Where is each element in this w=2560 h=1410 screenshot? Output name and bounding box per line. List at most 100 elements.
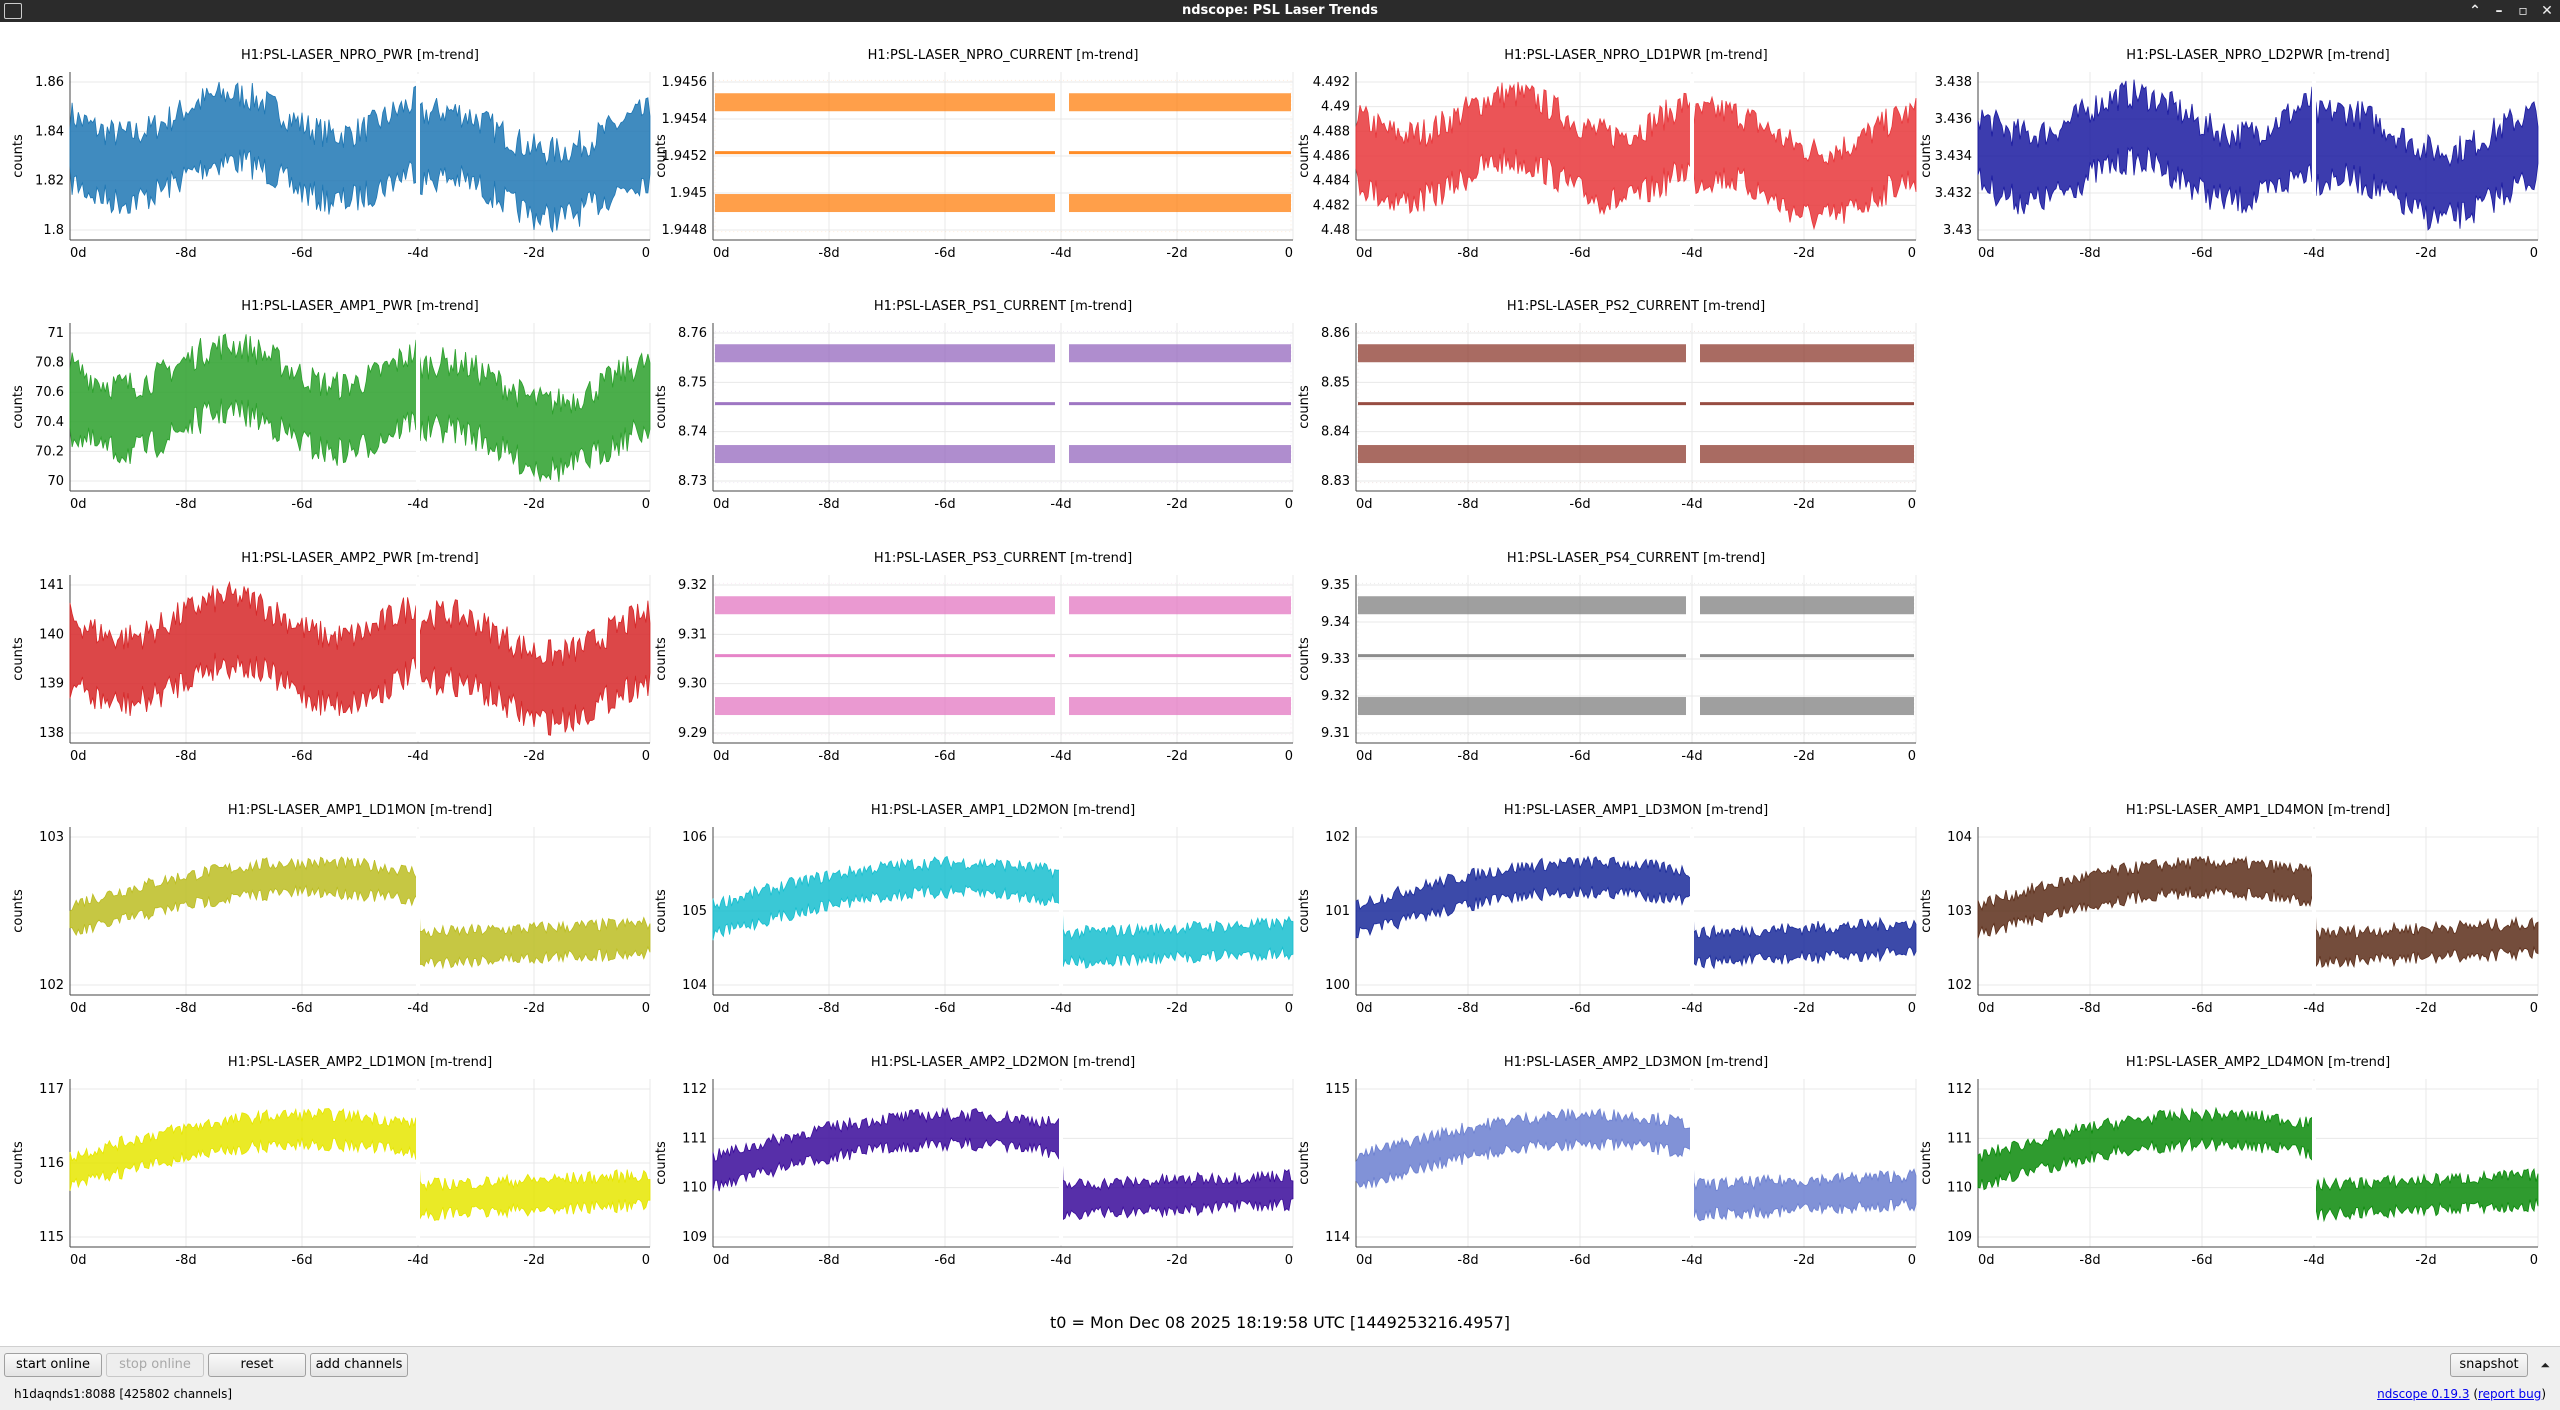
y-tick-label: 9.29 — [678, 726, 707, 741]
y-tick-label: 115 — [39, 1230, 64, 1245]
x-tick-label: -6d — [291, 749, 312, 764]
y-tick-label: 8.73 — [678, 474, 707, 489]
y-tick-label: 140 — [39, 627, 64, 642]
x-tick-label: -8d — [2079, 1253, 2100, 1268]
plot-h1-psl-laser-ps1-current[interactable]: 0d -8d -6d -4d -2d 0 8.76 8.75 8.74 8.73 counts — [651, 323, 1301, 521]
shade-icon[interactable]: ⌃ — [2469, 3, 2481, 19]
plot-h1-psl-laser-npro-current[interactable]: 0d -8d -6d -4d -2d 0 1.9456 1.9454 1.9452 1.945 1.… — [651, 72, 1301, 270]
expand-icon[interactable]: ⏶ — [2540, 1358, 2550, 1372]
trace-band — [1069, 445, 1291, 464]
x-tick-label: 0 — [1285, 246, 1293, 261]
plot-h1-psl-laser-amp2-pwr[interactable]: 0d -8d -6d -4d -2d 0 141 140 139 138 counts — [8, 575, 658, 773]
y-axis-label: counts — [1297, 385, 1312, 429]
trace-envelope — [69, 333, 651, 483]
y-axis-label: counts — [1297, 1141, 1312, 1185]
window-titlebar: ndscope: PSL Laser Trends ⌃ – ▫ ✕ — [0, 0, 2560, 22]
add-channels-button[interactable]: add channels — [310, 1353, 408, 1377]
y-tick-label: 117 — [39, 1082, 64, 1097]
y-tick-label: 114 — [1325, 1230, 1350, 1245]
plot-h1-psl-laser-ps3-current[interactable]: 0d -8d -6d -4d -2d 0 9.32 9.31 9.30 9.29 counts — [651, 575, 1301, 773]
plot-h1-psl-laser-amp1-pwr[interactable]: 0d -8d -6d -4d -2d 0 71 70.8 70.6 70.4 70.2 70 count… — [8, 323, 658, 521]
plot-title: H1:PSL-LASER_NPRO_PWR [m-trend] — [241, 48, 479, 63]
plot-title: H1:PSL-LASER_AMP1_LD4MON [m-trend] — [2125, 803, 2391, 818]
plot-h1-psl-laser-amp2-ld2mon[interactable]: 0d -8d -6d -4d -2d 0 112 111 110 109 counts — [651, 1079, 1301, 1277]
y-tick-label: 9.33 — [1321, 652, 1350, 667]
version-link[interactable]: ndscope 0.19.3 — [2377, 1387, 2469, 1401]
plot-h1-psl-laser-npro-pwr[interactable]: 0d -8d -6d -4d -2d 0 1.86 1.84 1.82 1.8 counts — [8, 72, 658, 270]
x-tick-label: 0 — [642, 1253, 650, 1268]
y-axis-label: counts — [11, 889, 26, 933]
snapshot-button[interactable]: snapshot — [2450, 1353, 2528, 1377]
y-tick-label: 1.9452 — [662, 149, 708, 164]
x-tick-label: -4d — [1050, 497, 1071, 512]
x-tick-label: 0 — [1908, 246, 1916, 261]
start-online-label: start online — [15, 1357, 91, 1372]
trace-envelope — [1977, 1106, 2539, 1223]
plot-h1-psl-laser-ps2-current[interactable]: 0d -8d -6d -4d -2d 0 8.86 8.85 8.84 8.83 counts — [1294, 323, 1924, 521]
y-tick-label: 70.4 — [35, 415, 64, 430]
plot-grid[interactable]: H1:PSL-LASER_NPRO_PWR [m-trend] 0d -8d -6d -… — [0, 22, 2560, 1346]
plot-h1-psl-laser-amp1-ld4mon[interactable]: 0d -8d -6d -4d -2d 0 104 103 102 counts — [1916, 827, 2546, 1025]
reset-button[interactable]: reset — [208, 1353, 306, 1377]
x-tick-label: -2d — [1166, 497, 1187, 512]
y-tick-label: 4.484 — [1313, 174, 1350, 189]
plot-h1-psl-laser-amp2-ld3mon[interactable]: 0d -8d -6d -4d -2d 0 115 114 counts — [1294, 1079, 1924, 1277]
x-tick-label: -8d — [1457, 749, 1478, 764]
x-tick-label: 0d — [70, 497, 87, 512]
add-channels-label: add channels — [315, 1357, 403, 1372]
y-axis-label: counts — [11, 385, 26, 429]
y-tick-label: 70 — [47, 474, 64, 489]
x-tick-label: -8d — [818, 1253, 839, 1268]
y-tick-label: 103 — [39, 830, 64, 845]
x-tick-label: -8d — [818, 497, 839, 512]
plot-h1-psl-laser-amp2-ld1mon[interactable]: 0d -8d -6d -4d -2d 0 117 116 115 counts — [8, 1079, 658, 1277]
trace-band — [1700, 654, 1914, 658]
plot-h1-psl-laser-amp2-ld4mon[interactable]: 0d -8d -6d -4d -2d 0 112 111 110 109 counts — [1916, 1079, 2546, 1277]
y-tick-label: 111 — [1947, 1131, 1972, 1146]
trace-band — [1358, 402, 1686, 406]
x-tick-label: -4d — [407, 749, 428, 764]
plot-h1-psl-laser-npro-ld2pwr[interactable]: 0d -8d -6d -4d -2d 0 3.438 3.436 3.434 3.432 3.43 c… — [1916, 72, 2546, 270]
report-bug-link[interactable]: report bug — [2478, 1387, 2542, 1401]
x-tick-label: -2d — [523, 749, 544, 764]
x-tick-label: 0 — [642, 246, 650, 261]
y-axis-label: counts — [11, 1141, 26, 1185]
maximize-icon[interactable]: ▫ — [2518, 3, 2528, 19]
stop-online-label: stop online — [119, 1357, 191, 1372]
y-tick-label: 8.74 — [678, 425, 707, 440]
trace-band — [1069, 194, 1291, 213]
stop-online-button: stop online — [106, 1353, 204, 1377]
plot-h1-psl-laser-amp1-ld3mon[interactable]: 0d -8d -6d -4d -2d 0 102 101 100 counts — [1294, 827, 1924, 1025]
y-tick-label: 4.488 — [1313, 124, 1350, 139]
plot-h1-psl-laser-amp1-ld2mon[interactable]: 0d -8d -6d -4d -2d 0 106 105 104 counts — [651, 827, 1301, 1025]
trace-envelope — [69, 1108, 651, 1222]
plot-title: H1:PSL-LASER_AMP1_PWR [m-trend] — [241, 299, 479, 314]
x-tick-label: -6d — [291, 1001, 312, 1016]
x-tick-label: 0d — [1978, 1001, 1995, 1016]
x-tick-label: -6d — [934, 1253, 955, 1268]
y-tick-label: 4.486 — [1313, 149, 1350, 164]
y-axis-label: counts — [1297, 134, 1312, 178]
close-icon[interactable]: ✕ — [2541, 3, 2553, 19]
minimize-icon[interactable]: – — [2495, 3, 2503, 19]
y-axis-label: counts — [1297, 637, 1312, 681]
plot-title: H1:PSL-LASER_AMP2_LD2MON [m-trend] — [870, 1055, 1136, 1070]
plot-title: H1:PSL-LASER_AMP1_LD1MON [m-trend] — [227, 803, 493, 818]
y-tick-label: 8.85 — [1321, 375, 1350, 390]
x-tick-label: 0 — [1285, 1253, 1293, 1268]
plot-h1-psl-laser-npro-ld1pwr[interactable]: 0d -8d -6d -4d -2d 0 4.492 4.49 4.488 4.486 4.484 4… — [1294, 72, 1924, 270]
trace-band — [715, 445, 1055, 464]
y-tick-label: 4.48 — [1321, 223, 1350, 238]
plot-h1-psl-laser-amp1-ld1mon[interactable]: 0d -8d -6d -4d -2d 0 103 102 counts — [8, 827, 658, 1025]
start-online-button[interactable]: start online — [4, 1353, 102, 1377]
plot-h1-psl-laser-ps4-current[interactable]: 0d -8d -6d -4d -2d 0 9.35 9.34 9.33 9.32 9.31 count… — [1294, 575, 1924, 773]
x-tick-label: 0 — [1908, 497, 1916, 512]
y-tick-label: 3.438 — [1935, 75, 1972, 90]
y-tick-label: 100 — [1325, 978, 1350, 993]
x-tick-label: -4d — [1050, 1001, 1071, 1016]
trace-band — [1069, 654, 1291, 658]
x-tick-label: -2d — [1793, 749, 1814, 764]
plot-title: H1:PSL-LASER_NPRO_CURRENT [m-trend] — [867, 48, 1139, 63]
trace-envelope — [1355, 81, 1917, 231]
trace-band — [715, 151, 1055, 155]
